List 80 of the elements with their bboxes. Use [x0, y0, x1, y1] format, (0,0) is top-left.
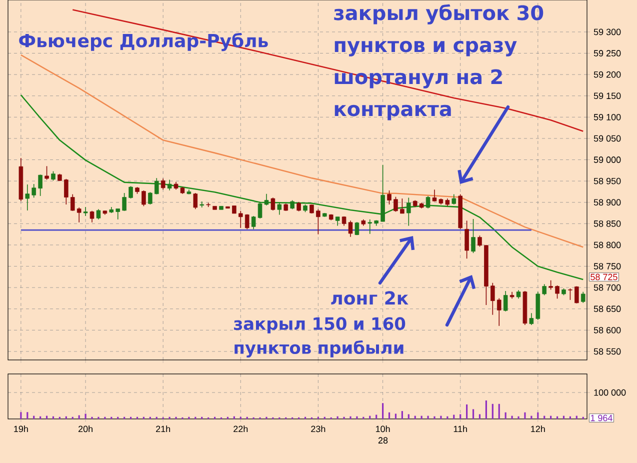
candlestick [148, 192, 152, 205]
text: 28 [378, 437, 388, 444]
text: 58 725 [590, 274, 618, 280]
candlestick [32, 184, 36, 198]
candlestick [96, 208, 101, 220]
candlestick [529, 312, 534, 326]
y-tick-label: 59 250 [594, 50, 621, 56]
x-tick-label: 11h [454, 426, 467, 432]
candlestick [400, 198, 404, 214]
candlestick [574, 286, 579, 304]
candlestick [122, 192, 126, 212]
y-tick-label: 58 750 [594, 263, 621, 270]
candlestick [354, 222, 360, 236]
candlestick [76, 207, 82, 223]
candlestick [193, 192, 198, 210]
y-tick-label: 59 300 [594, 28, 621, 36]
candlestick [167, 179, 172, 191]
candlestick [426, 196, 430, 209]
x-tick-label: 23h [311, 426, 326, 432]
candlestick [555, 285, 560, 300]
candlestick [542, 284, 546, 296]
y-tick-label: 58 700 [594, 284, 621, 291]
x-tick-label: 12h [531, 426, 545, 432]
candlestick [38, 174, 42, 196]
candlestick [238, 210, 243, 228]
y-tick-label: 58 950 [594, 178, 621, 184]
candlestick [270, 197, 276, 211]
candlestick [580, 291, 586, 304]
x-tick-label: 10h [376, 426, 390, 432]
candlestick [154, 178, 159, 195]
y-tick-label: 58 550 [594, 348, 621, 355]
y-tick-label: 59 000 [594, 156, 621, 163]
candlestick [251, 216, 256, 230]
candlestick [142, 190, 146, 207]
text: 1 964 [590, 414, 612, 422]
y-tick-label: 59 150 [594, 92, 621, 100]
y-tick-label: 100 000 [594, 389, 626, 396]
candlestick [128, 186, 133, 199]
candlestick [83, 206, 88, 216]
candlestick [70, 194, 75, 212]
candlestick [116, 208, 120, 220]
y-tick-label: 58 600 [594, 326, 621, 334]
candlestick [316, 208, 320, 235]
candlestick [64, 178, 68, 205]
annotation: закрыл 150 и 160 пунктов прибыли [234, 317, 406, 358]
y-tick-label: 58 650 [594, 306, 621, 312]
candlestick [44, 166, 49, 180]
x-tick-label: 19h [14, 426, 28, 432]
candlestick [548, 280, 553, 290]
candlestick [51, 170, 56, 182]
y-tick-label: 59 100 [594, 114, 621, 120]
candlestick [490, 282, 495, 316]
y-tick-label: 58 800 [594, 242, 621, 248]
x-tick-label: 21h [156, 426, 170, 432]
y-tick-label: 58 850 [594, 220, 621, 227]
candlestick [568, 288, 572, 300]
x-tick-label: 22h [234, 426, 248, 432]
candlestick [25, 184, 30, 211]
candlestick [387, 190, 392, 205]
candlestick [394, 196, 398, 212]
line-series [20, 94, 584, 280]
candlestick [503, 290, 508, 312]
x-tick-label: 20h [78, 426, 92, 432]
candlestick [160, 178, 166, 190]
candlestick [277, 202, 282, 216]
candlestick [464, 220, 469, 259]
candlestick [471, 218, 476, 254]
candlestick [368, 219, 372, 234]
candlestick [90, 210, 94, 223]
annotation: лонг 2к [331, 291, 408, 305]
candlestick [496, 298, 502, 326]
candlestick [452, 194, 456, 205]
candlestick [406, 197, 411, 226]
candlestick [296, 202, 301, 212]
y-tick-label: 59 050 [594, 135, 621, 142]
candlestick [478, 235, 482, 248]
y-tick-label: 58 900 [594, 199, 621, 206]
candlestick [200, 201, 204, 208]
candlestick [244, 214, 250, 230]
y-tick-label: 59 200 [594, 71, 621, 78]
